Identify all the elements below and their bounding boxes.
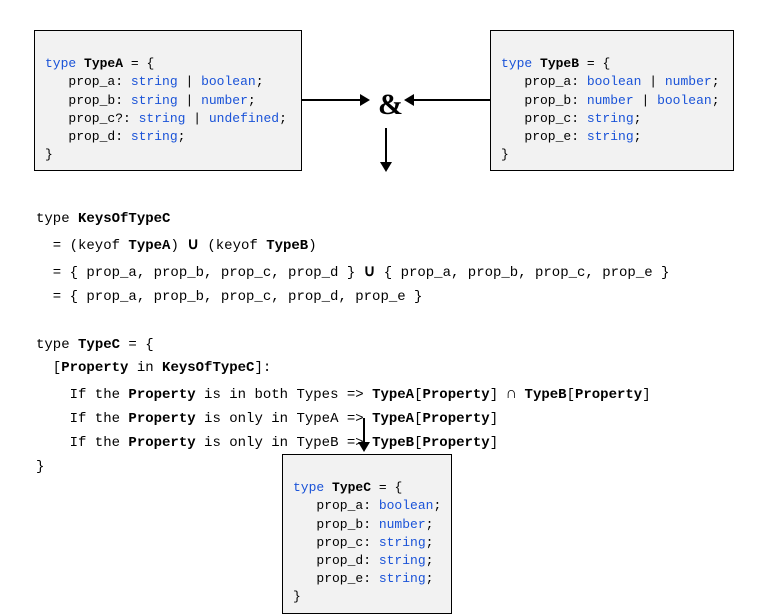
arrow-a-head — [360, 94, 370, 106]
arrow-down2-head — [358, 442, 370, 452]
typea-box: type TypeA = { prop_a: string | boolean;… — [34, 30, 302, 171]
arrow-down2-line — [363, 418, 365, 444]
arrow-down1-line — [385, 128, 387, 164]
keyword: type — [45, 56, 76, 71]
typename: TypeA — [84, 56, 123, 71]
explanation: type KeysOfTypeC = (keyof TypeA) ∪ (keyo… — [36, 184, 669, 480]
keyword: type — [293, 480, 324, 495]
typea-lines: prop_a: string | boolean; prop_b: string… — [45, 73, 291, 146]
typec-box: type TypeC = { prop_a: boolean; prop_b: … — [282, 454, 452, 614]
typeb-lines: prop_a: boolean | number; prop_b: number… — [501, 73, 723, 146]
typec-lines: prop_a: boolean; prop_b: number; prop_c:… — [293, 497, 441, 588]
typeb-box: type TypeB = { prop_a: boolean | number;… — [490, 30, 734, 171]
typename: TypeC — [332, 480, 371, 495]
keyword: type — [501, 56, 532, 71]
arrow-down1-head — [380, 162, 392, 172]
intersection-operator: & — [378, 88, 403, 122]
typename: TypeB — [540, 56, 579, 71]
arrow-b-line — [414, 99, 490, 101]
arrow-a-line — [302, 99, 360, 101]
arrow-b-head — [404, 94, 414, 106]
